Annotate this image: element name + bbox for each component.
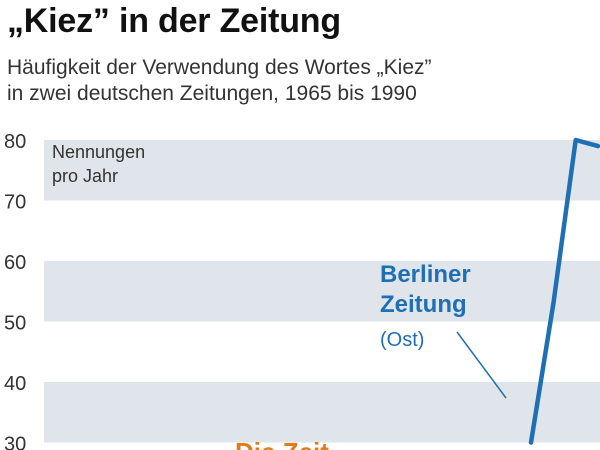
series-label-die-zeit: Die Zeit	[235, 437, 329, 450]
grid-band	[44, 140, 600, 201]
y-axis-unit-label: pro Jahr	[52, 166, 118, 186]
y-tick-label: 70	[4, 192, 26, 214]
data-point	[551, 301, 555, 305]
grid-band	[44, 382, 600, 443]
grid-band	[44, 261, 600, 322]
label-leader-line	[456, 331, 507, 399]
chart-title: „Kiez” in der Zeitung	[7, 2, 341, 40]
series-label-berliner-zeitung: Berliner	[380, 261, 471, 288]
y-axis-unit-label: Nennungen	[52, 142, 145, 162]
y-tick-label: 30	[4, 434, 26, 450]
series-note-ost: (Ost)	[380, 329, 424, 351]
y-tick-label: 40	[4, 373, 26, 395]
data-point	[529, 441, 533, 444]
y-tick-label: 80	[4, 131, 26, 153]
y-tick-label: 50	[4, 313, 26, 335]
y-tick-label: 60	[4, 252, 26, 274]
series-line-berliner-zeitung	[528, 137, 600, 445]
data-point	[574, 138, 578, 142]
series-label-berliner-zeitung: Zeitung	[380, 291, 467, 318]
data-point	[596, 144, 600, 148]
chart-subtitle: Häufigkeit der Verwendung des Wortes „Ki…	[7, 56, 432, 105]
